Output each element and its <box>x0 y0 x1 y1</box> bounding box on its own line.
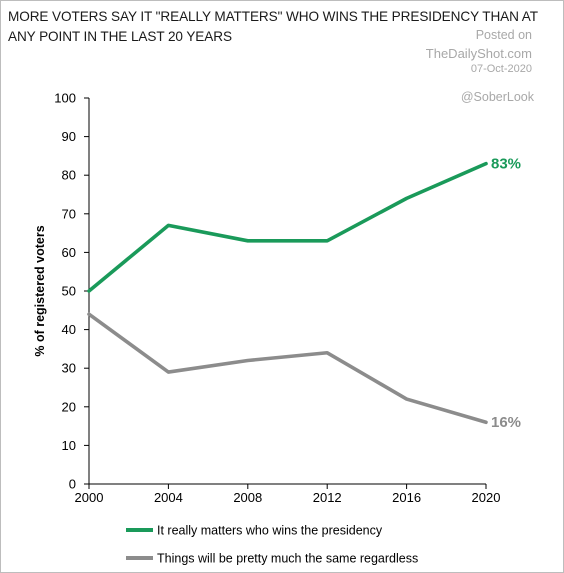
y-tick-label: 50 <box>62 284 76 299</box>
y-tick-label: 10 <box>62 438 76 453</box>
chart-title: MORE VOTERS SAY IT "REALLY MATTERS" WHO … <box>8 9 538 44</box>
watermark-posted: Posted on <box>475 28 532 42</box>
x-tick-label: 2008 <box>233 490 262 505</box>
y-tick-label: 70 <box>62 206 76 221</box>
x-tick-label: 2000 <box>75 490 104 505</box>
y-axis-label: % of registered voters <box>33 225 47 356</box>
x-tick-label: 2016 <box>392 490 421 505</box>
legend-label-1: It really matters who wins the presidenc… <box>157 524 383 538</box>
x-tick-label: 2012 <box>313 490 342 505</box>
watermark-site: TheDailyShot.com <box>425 46 532 61</box>
legend-label-2: Things will be pretty much the same rega… <box>157 552 418 566</box>
series-end-label-2: 16% <box>491 414 521 431</box>
y-tick-label: 0 <box>69 477 76 492</box>
watermark-handle: @SoberLook <box>460 90 534 104</box>
y-tick-label: 20 <box>62 399 76 414</box>
y-tick-label: 30 <box>62 361 76 376</box>
x-tick-label: 2004 <box>154 490 183 505</box>
y-tick-label: 80 <box>62 168 76 183</box>
series-line-1 <box>87 161 488 293</box>
x-tick-label: 2020 <box>472 490 501 505</box>
y-tick-label: 60 <box>62 245 76 260</box>
y-tick-label: 40 <box>62 322 76 337</box>
series-end-label-1: 83% <box>491 156 521 173</box>
y-tick-label: 100 <box>54 91 76 106</box>
watermark-date: 07-Oct-2020 <box>470 63 532 75</box>
y-tick-label: 90 <box>62 129 76 144</box>
series-line-2 <box>87 312 488 425</box>
